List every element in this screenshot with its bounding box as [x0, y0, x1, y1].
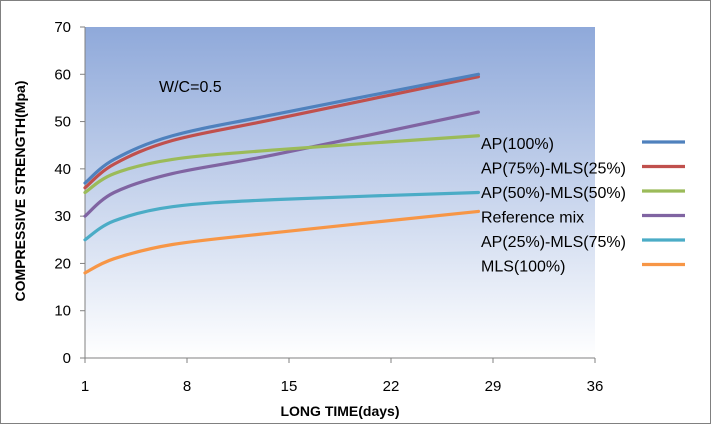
series-line-ap-25-mls-75 [83, 190, 481, 242]
legend-label-ap-25-mls-75: AP(25%)-MLS(75%) [481, 234, 626, 251]
series-line-ap-75-mls-25 [83, 75, 481, 190]
y-tick-label: 70 [54, 19, 71, 36]
x-tick-label: 1 [81, 378, 89, 395]
x-tick-label: 29 [485, 378, 502, 395]
x-tick-label: 36 [587, 378, 604, 395]
x-tick-label: 8 [183, 378, 191, 395]
legend-label-reference-mix: Reference mix [481, 210, 584, 227]
series-line-ap-50-mls-50 [83, 134, 481, 195]
y-tick-label: 10 [54, 303, 71, 320]
legend-label-ap-50-mls-50: AP(50%)-MLS(50%) [481, 185, 626, 202]
x-tick-label: 15 [281, 378, 298, 395]
y-tick-label: 20 [54, 255, 71, 272]
y-axis-title: COMPRESSIVE STRENGTH(Mpa) [12, 81, 28, 302]
y-tick-label: 50 [54, 114, 71, 131]
series-line-ap-100 [83, 72, 481, 185]
series-line-mls-100 [83, 209, 481, 275]
legend-label-ap-75-mls-25: AP(75%)-MLS(25%) [481, 161, 626, 178]
y-tick-label: 60 [54, 66, 71, 83]
x-axis-title: LONG TIME(days) [280, 403, 399, 419]
plot-area [85, 27, 595, 358]
y-tick-label: 0 [63, 350, 71, 367]
y-tick-label: 30 [54, 208, 71, 225]
series-line-reference-mix [83, 110, 481, 218]
legend-label-ap-100: AP(100%) [481, 136, 554, 153]
annotation-wc: W/C=0.5 [159, 79, 222, 96]
legend-label-mls-100: MLS(100%) [481, 259, 565, 276]
y-tick-label: 40 [54, 161, 71, 178]
x-tick-label: 22 [383, 378, 400, 395]
